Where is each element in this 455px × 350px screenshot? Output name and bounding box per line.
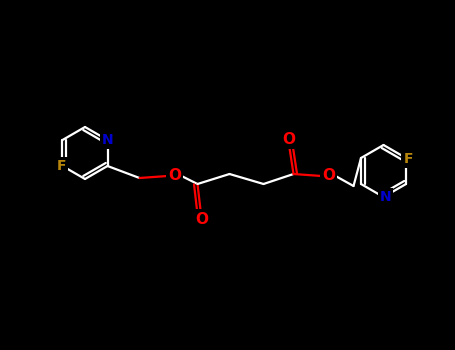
Text: N: N [380, 190, 391, 204]
Text: F: F [57, 159, 66, 173]
Text: O: O [322, 168, 335, 183]
Text: O: O [195, 211, 208, 226]
Text: F: F [403, 152, 413, 166]
Text: N: N [102, 133, 113, 147]
Text: O: O [282, 132, 295, 147]
Text: O: O [168, 168, 181, 183]
